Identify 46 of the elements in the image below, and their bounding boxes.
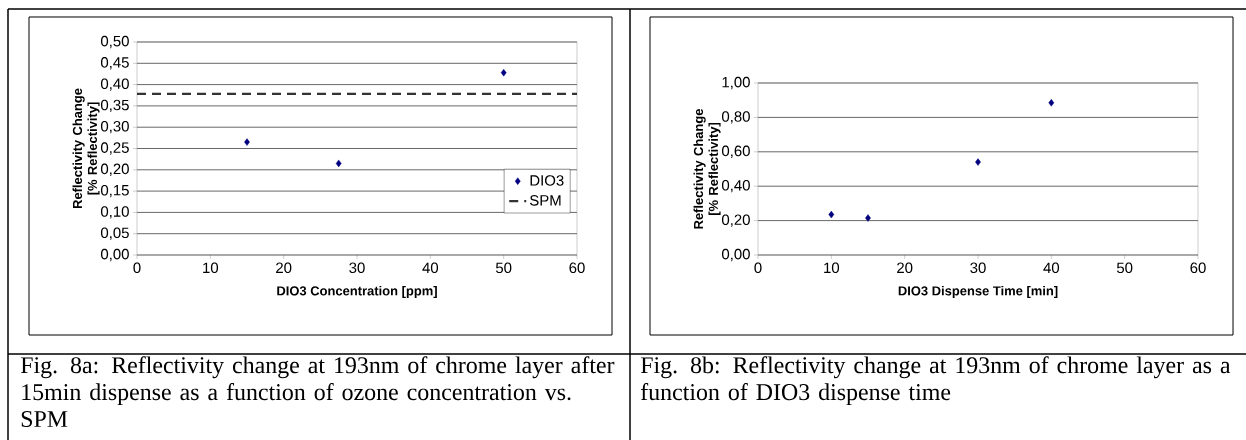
point [828,210,835,219]
x-tick-label: 0 [754,262,762,274]
legend-label: SPM [530,195,561,206]
x-tick-label: 40 [1043,262,1060,274]
x-tick-label: 10 [203,262,219,274]
y-tick-label: 1,00 [722,76,750,90]
x-tick-label: 60 [1190,262,1206,274]
x-tick-label: 20 [276,262,292,274]
y-tick-label: 0,40 [721,180,750,193]
x-tick-label: 50 [495,262,512,274]
y-axis-title: Reflectivity Change [% Reflectivity] [72,88,100,209]
y-tick-label: 0,45 [100,57,129,70]
y-tick-label: 0,00 [721,248,750,262]
point [865,214,871,222]
legend-label: DIO3 [530,175,564,186]
caption: Fig. 8a: Reflectivity change at 193nm of chrome layer after 15min dispense as a function of ozone concentration vs. SPM [20,356,615,428]
x-axis-title: DIO3 Concentration [ppm] [277,285,437,299]
point [975,158,981,166]
y-tick-label: 0,05 [100,227,129,240]
x-tick-label: 30 [970,262,986,274]
y-tick-label: 0,40 [100,78,129,91]
x-tick-label: 30 [349,262,365,274]
x-tick-label: 0 [133,262,141,274]
y-tick-label: 0,80 [721,111,750,124]
y-tick-label: 0,60 [721,145,750,158]
point [335,159,342,168]
point [1048,99,1055,107]
y-tick-label: 0,00 [100,248,129,262]
y-tick-label: 0,25 [100,142,129,155]
caption: Fig. 8b: Reflectivity change at 193nm of chrome layer as a function of DIO3 dispense time [640,356,1231,406]
y-tick-label: 0,20 [100,163,129,176]
y-tick-label: 0,20 [721,214,750,227]
y-tick-label: 0,15 [100,184,129,198]
y-tick-label: 0,10 [100,206,129,219]
x-tick-label: 10 [824,262,840,274]
x-tick-label: 40 [422,262,439,274]
y-tick-label: 0,35 [100,99,129,113]
y-axis-title: Reflectivity Change [% Reflectivity] [693,108,721,229]
y-tick-label: 0,30 [100,121,129,134]
point [500,68,507,77]
y-tick-label: 0,50 [100,35,129,49]
x-tick-label: 60 [569,262,585,274]
point [244,138,250,146]
x-tick-label: 50 [1116,262,1133,274]
x-axis-title: DIO3 Dispense Time [min] [898,285,1058,299]
x-tick-label: 20 [897,262,913,274]
